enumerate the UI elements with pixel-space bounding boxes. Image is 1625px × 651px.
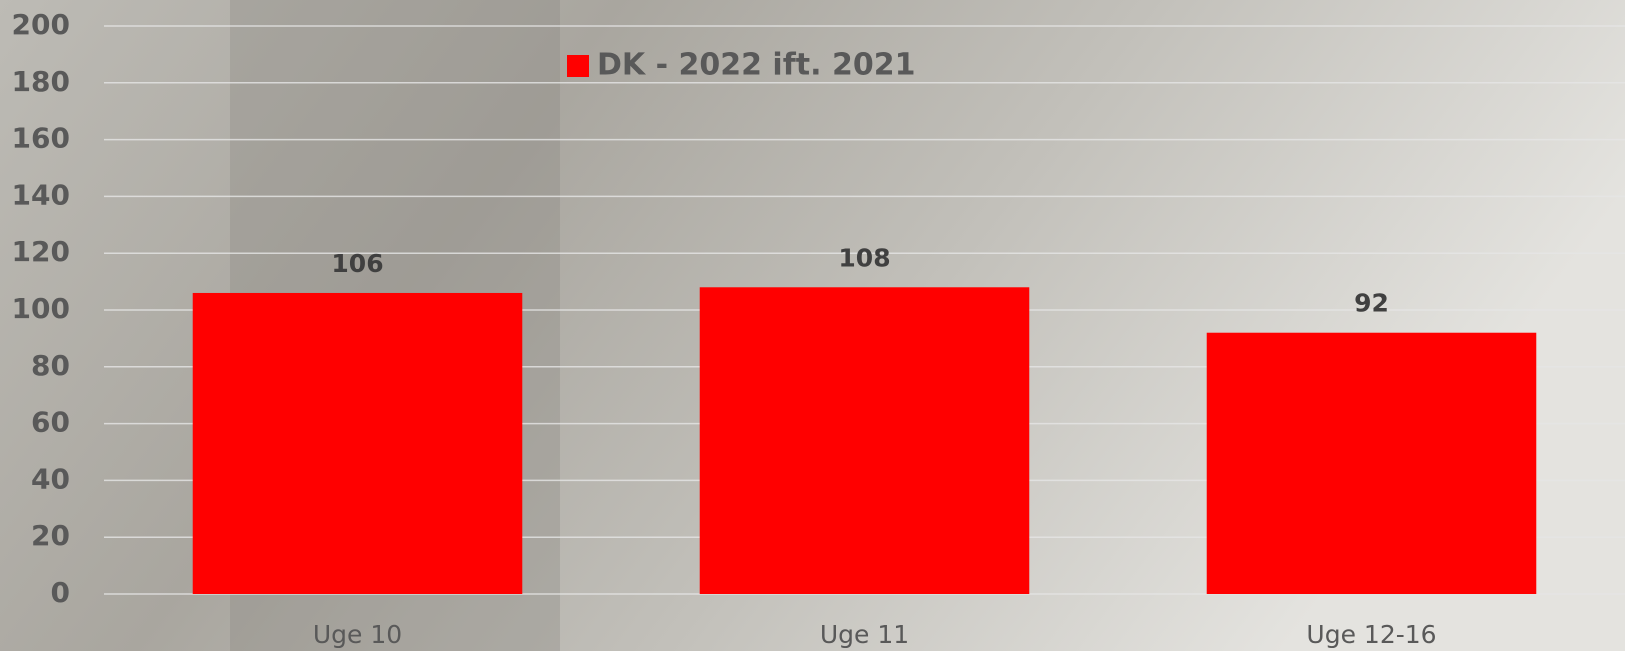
x-tick-label: Uge 12-16: [1306, 620, 1436, 649]
y-tick-label: 100: [12, 292, 70, 325]
data-label: 108: [838, 243, 890, 272]
data-label: 106: [331, 249, 383, 278]
page: 0 20 40 60 80 100 120 140 160 180 200 106 Uge 10 108 U…: [0, 0, 1625, 651]
y-tick-label: 40: [31, 462, 70, 495]
y-tick-label: 180: [12, 65, 70, 98]
y-tick-label: 0: [51, 576, 70, 609]
chart: 0 20 40 60 80 100 120 140 160 180 200 106 Uge 10 108 U…: [0, 0, 1625, 651]
y-tick-label: 200: [12, 8, 70, 41]
y-tick-label: 60: [31, 406, 70, 439]
y-tick-label: 20: [31, 519, 70, 552]
legend-swatch: [567, 55, 589, 77]
bar: [193, 293, 523, 594]
y-tick-label: 120: [12, 235, 70, 268]
y-tick-label: 80: [31, 349, 70, 382]
x-tick-label: Uge 10: [313, 620, 402, 649]
data-label: 92: [1354, 289, 1389, 318]
y-tick-label: 140: [12, 178, 70, 211]
bar: [1207, 333, 1537, 594]
x-tick-label: Uge 11: [820, 620, 909, 649]
bar: [700, 287, 1030, 594]
legend-label: DK - 2022 ift. 2021: [597, 48, 915, 83]
y-tick-label: 160: [12, 122, 70, 155]
